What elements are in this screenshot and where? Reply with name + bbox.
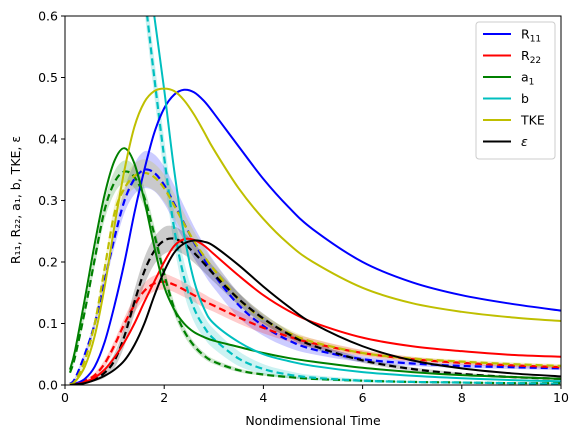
x-tick-label: 6 bbox=[359, 390, 367, 405]
y-tick-label: 0.6 bbox=[38, 9, 58, 24]
legend-label-tke: TKE bbox=[520, 113, 545, 128]
solid-series bbox=[68, 16, 561, 385]
legend-label-b: b bbox=[521, 91, 529, 106]
legend-label-r22: R22 bbox=[521, 48, 541, 66]
x-tick-label: 2 bbox=[160, 390, 168, 405]
y-tick-label: 0.5 bbox=[38, 70, 58, 85]
line-r22-dashed bbox=[69, 280, 561, 385]
line-tke-dashed bbox=[69, 171, 561, 385]
line-b bbox=[153, 16, 561, 383]
plot-area bbox=[68, 16, 561, 385]
legend-label-epsilon: ε bbox=[521, 134, 528, 149]
y-tick-label: 0.1 bbox=[38, 316, 58, 331]
y-tick-label: 0.2 bbox=[38, 255, 58, 270]
line-a1-dashed bbox=[68, 170, 561, 385]
y-tick-label: 0.4 bbox=[38, 132, 58, 147]
legend-frame bbox=[475, 21, 556, 160]
y-tick-label: 0.0 bbox=[38, 378, 58, 393]
x-axis-label: Nondimensional Time bbox=[245, 413, 381, 428]
x-tick-label: 0 bbox=[61, 390, 69, 405]
uncertainty-bands bbox=[69, 16, 561, 385]
line-r11 bbox=[69, 88, 561, 385]
x-tick-label: 4 bbox=[259, 390, 267, 405]
x-tick-label: 8 bbox=[458, 390, 466, 405]
line-epsilon bbox=[69, 239, 561, 385]
y-axis: 0.0 0.1 0.2 0.3 0.4 0.5 0.6 bbox=[38, 9, 65, 393]
y-tick-label: 0.3 bbox=[38, 193, 58, 208]
x-tick-label: 10 bbox=[553, 390, 569, 405]
line-a1 bbox=[68, 147, 561, 380]
legend-label-r11: R11 bbox=[521, 27, 541, 45]
legend: R11 R22 a1 b TKE ε bbox=[475, 21, 556, 160]
legend-label-a1: a1 bbox=[521, 70, 534, 88]
band-a1 bbox=[69, 160, 561, 384]
x-axis: 0 2 4 6 8 10 bbox=[61, 385, 569, 405]
y-axis-label: R₁₁, R₂₂, a₁, b, TKE, ε bbox=[8, 136, 23, 264]
line-tke bbox=[69, 87, 561, 385]
line-epsilon-dashed bbox=[69, 237, 561, 385]
band-tke bbox=[69, 159, 561, 385]
